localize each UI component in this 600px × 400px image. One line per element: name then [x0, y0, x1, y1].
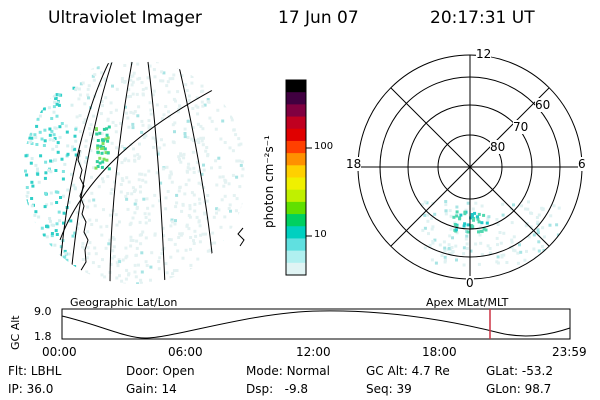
- time-readout: 20:17:31 UT: [430, 8, 535, 28]
- mlat-label-60: 60: [535, 98, 551, 112]
- colorbar-cell: [286, 80, 306, 93]
- glat-label: GLat:: [486, 364, 519, 378]
- longitude-line: [109, 61, 133, 284]
- colorbar-cell: [286, 189, 306, 203]
- mlt-label-18: 18: [346, 157, 362, 171]
- status-seq: Seq: 39: [366, 382, 412, 396]
- colorbar-cell: [286, 250, 306, 264]
- gcalt-tick-9: 9.0: [34, 305, 52, 318]
- time-tick-1200: 12:00: [296, 345, 331, 359]
- colorbar-cell: [286, 177, 306, 191]
- status-gain: Gain: 14: [126, 382, 177, 396]
- time-tick-2359: 23:59: [552, 345, 587, 359]
- longitude-line: [177, 61, 216, 284]
- glat-value: -53.2: [521, 364, 553, 378]
- colorbar-cell: [286, 226, 306, 240]
- colorbar-cell: [286, 165, 306, 179]
- colorbar-cell: [286, 92, 306, 105]
- colorbar-cell: [286, 153, 306, 166]
- time-tick-1800: 18:00: [422, 345, 457, 359]
- colorbar-cell: [286, 238, 306, 252]
- mlt-label-12: 12: [476, 47, 492, 61]
- colorbar-cell: [286, 140, 306, 154]
- gain-label: Gain:: [126, 382, 158, 396]
- mlt-line-diag: [390, 87, 550, 247]
- mlat-label-70: 70: [513, 120, 529, 134]
- ip-label: IP:: [8, 382, 23, 396]
- seq-label: Seq:: [366, 382, 393, 396]
- mlat-circle-outer: [357, 54, 583, 280]
- gcalt-label: GC Alt:: [366, 364, 408, 378]
- latitude-line: [59, 67, 247, 241]
- right-panel-caption: Apex MLat/MLT: [426, 296, 509, 309]
- time-tick-0600: 06:00: [168, 345, 203, 359]
- dsp-label: Dsp:: [246, 382, 274, 396]
- colorbar-cell: [286, 201, 306, 215]
- glon-value: 98.7: [524, 382, 552, 396]
- app-title: Ultraviolet Imager: [48, 8, 202, 28]
- longitude-line: [69, 61, 113, 284]
- mode-value: Normal: [286, 364, 330, 378]
- mlt-label-0: 0: [466, 276, 474, 290]
- coastline: [237, 227, 245, 247]
- dsp-value: -9.8: [284, 382, 309, 396]
- status-mode: Mode: Normal: [246, 364, 330, 378]
- door-value: Open: [162, 364, 195, 378]
- colorbar-cell: [286, 104, 306, 118]
- colorbar-cell: [286, 262, 306, 276]
- mlat-circle-60: [379, 76, 561, 258]
- gain-value: 14: [161, 382, 177, 396]
- uv-emission-speckle: [24, 60, 247, 284]
- longitude-line: [147, 61, 166, 284]
- status-glon: GLon: 98.7: [486, 382, 551, 396]
- colorbar-tick-10: 10: [314, 229, 327, 240]
- mlat-label-80: 80: [490, 140, 506, 154]
- mode-label: Mode:: [246, 364, 283, 378]
- colorbar-label-text: photon cm⁻²s⁻¹: [262, 135, 276, 228]
- altitude-curve: [61, 310, 571, 339]
- glon-label: GLon:: [486, 382, 521, 396]
- gcalt-tick-1.8: 1.8: [34, 330, 52, 343]
- time-tick-0000: 00:00: [42, 345, 77, 359]
- status-flt: Flt: LBHL: [8, 364, 61, 378]
- left-panel-caption: Geographic Lat/Lon: [70, 296, 178, 309]
- gcalt-axis-label-text: GC Alt: [9, 315, 22, 350]
- flt-value: LBHL: [30, 364, 62, 378]
- colorbar-cell: [286, 116, 306, 130]
- mlt-line-diag: [390, 87, 550, 247]
- gcalt-value: 4.7 Re: [411, 364, 450, 378]
- ip-value: 36.0: [26, 382, 54, 396]
- colorbar-cell: [286, 128, 306, 142]
- auroral-oval-emission: [421, 200, 563, 268]
- colorbar-cell: [286, 214, 306, 227]
- status-glat: GLat: -53.2: [486, 364, 553, 378]
- coastline: [77, 149, 89, 284]
- door-label: Door:: [126, 364, 159, 378]
- longitude-line: [59, 60, 111, 271]
- mlt-label-6: 6: [578, 157, 586, 171]
- date-readout: 17 Jun 07: [278, 8, 359, 28]
- seq-value: 39: [396, 382, 412, 396]
- status-ip: IP: 36.0: [8, 382, 53, 396]
- status-gcalt: GC Alt: 4.7 Re: [366, 364, 450, 378]
- flt-label: Flt:: [8, 364, 27, 378]
- colorbar-tick-100: 100: [314, 141, 334, 152]
- status-door: Door: Open: [126, 364, 195, 378]
- status-dsp: Dsp: -9.8: [246, 382, 308, 396]
